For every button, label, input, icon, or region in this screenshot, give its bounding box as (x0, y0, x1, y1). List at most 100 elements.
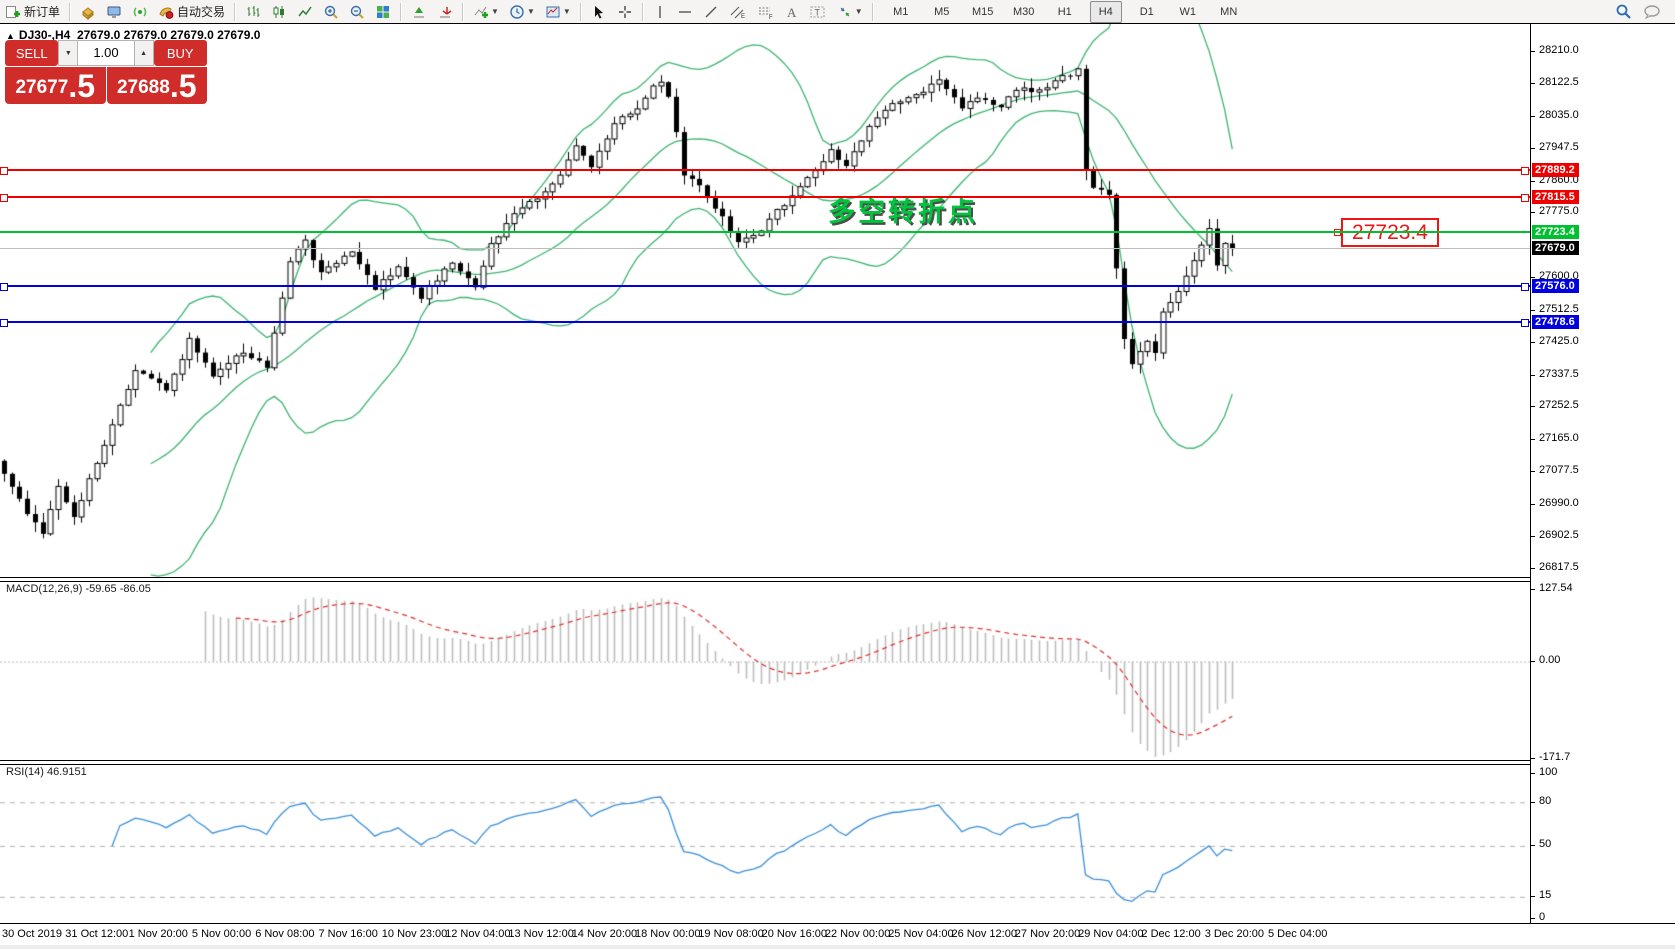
support-line[interactable] (0, 321, 1530, 323)
resistance-line-handle[interactable] (1521, 194, 1529, 202)
date-label: 31 Oct 12:00 (65, 928, 129, 940)
fibo-letter: F (769, 15, 773, 20)
auto-scroll-button[interactable] (407, 1, 431, 23)
axis-tick-mark (1531, 918, 1535, 919)
timeframe-h1-button[interactable]: H1 (1057, 5, 1072, 18)
date-label: 1 Nov 20:00 (128, 928, 188, 940)
market-watch-button[interactable] (76, 1, 100, 23)
separator (641, 2, 644, 21)
macd-pane: MACD(12,26,9) -59.65 -86.05 (0, 580, 1530, 760)
axis-tick-mark (1531, 148, 1535, 149)
timeframe-w1-button[interactable]: W1 (1179, 5, 1196, 18)
templates-button[interactable]: ▼ (541, 1, 575, 23)
horizontal-line-button[interactable] (673, 1, 697, 23)
arrows-button[interactable]: ▼ (833, 1, 867, 23)
sell-price[interactable]: 27677.5 (5, 67, 106, 104)
price-axis[interactable]: 28210.0 28122.5 28035.0 27947.5 27860.0 27775… (1530, 24, 1675, 923)
price-tick-label: 27512.5 (1539, 303, 1579, 315)
line-chart-button[interactable] (293, 1, 317, 23)
clock-icon (510, 4, 524, 19)
timeframe-m5-button[interactable]: M5 (934, 5, 950, 18)
dropdown-caret-icon: ▼ (562, 7, 571, 16)
volume-input[interactable]: 1.00 (78, 40, 134, 66)
timeframe-d1-button[interactable]: D1 (1139, 5, 1154, 18)
timeframe-m30-button[interactable]: M30 (1013, 5, 1035, 18)
support-line-handle[interactable] (0, 283, 8, 291)
resistance-line-handle[interactable] (0, 194, 8, 202)
trendline-button[interactable] (699, 1, 723, 23)
rsi-tick-label: 100 (1539, 766, 1558, 778)
fibonacci-button[interactable]: F (753, 1, 779, 23)
support-line[interactable] (0, 285, 1530, 287)
text-label-button[interactable]: T (805, 1, 831, 23)
timeframe-h4-button[interactable]: H4 (1089, 0, 1122, 23)
volume-increase-button[interactable]: ▲ (133, 40, 154, 66)
chart-ohlc: 27679.0 27679.0 27679.0 27679.0 (76, 28, 261, 42)
axis-tick-mark (1531, 181, 1535, 182)
zoom-in-icon (324, 5, 338, 19)
text-button[interactable]: A (781, 1, 803, 23)
timeframe-m1-button[interactable]: M1 (893, 5, 909, 18)
support-line-handle[interactable] (1521, 319, 1529, 327)
terminal-button[interactable] (102, 1, 126, 23)
date-label: 7 Nov 16:00 (318, 928, 378, 940)
time-axis[interactable]: 30 Oct 2019 31 Oct 12:00 1 Nov 20:00 5 Nov … (0, 923, 1675, 945)
chat-button[interactable] (1638, 1, 1666, 23)
auto-trading-label: 自动交易 (177, 5, 226, 19)
sell-price-frac: .5 (68, 68, 96, 104)
signals-button[interactable] (128, 1, 152, 23)
axis-tick-mark (1531, 568, 1535, 569)
new-order-button[interactable]: 新订单 (1, 1, 64, 23)
support-line-handle[interactable] (1521, 283, 1529, 291)
expand-triangle-icon[interactable]: ▲ (6, 31, 15, 41)
dropdown-caret-icon: ▼ (526, 7, 535, 16)
date-label: 3 Dec 20:00 (1204, 928, 1265, 940)
crosshair-button[interactable] (613, 1, 637, 23)
price-tick-label: 27425.0 (1539, 335, 1579, 347)
price-tick-label: 26817.5 (1539, 561, 1579, 573)
periods-button[interactable]: ▼ (505, 1, 539, 23)
axis-tick-mark (1531, 342, 1535, 343)
terminal-icon (107, 6, 121, 18)
resistance-line[interactable] (0, 169, 1530, 171)
current-price-line[interactable] (0, 248, 1530, 249)
price-tick-label: 27077.5 (1539, 464, 1579, 476)
sell-button[interactable]: SELL (5, 40, 59, 66)
separator (234, 2, 237, 21)
macd-canvas[interactable] (0, 580, 1530, 760)
pivot-line[interactable] (0, 231, 1530, 233)
buy-price-main: 27688 (116, 77, 170, 98)
main-chart-canvas[interactable] (0, 24, 1530, 577)
resistance-line-handle[interactable] (0, 167, 8, 175)
chart-symbol: DJ30-,H4 (18, 28, 71, 42)
rsi-canvas[interactable] (0, 763, 1530, 923)
indicators-button[interactable]: ▼ (469, 1, 503, 23)
timeframe-m15-button[interactable]: M15 (972, 5, 994, 18)
text-label-icon: T (810, 6, 825, 17)
timeframe-mn-button[interactable]: MN (1220, 5, 1238, 18)
bar-chart-button[interactable] (241, 1, 265, 23)
chart-shift-button[interactable] (433, 1, 457, 23)
resistance-line[interactable] (0, 196, 1530, 198)
buy-price[interactable]: 27688.5 (106, 67, 207, 104)
gold-cube-icon (82, 6, 94, 20)
search-button[interactable] (1611, 1, 1636, 23)
tile-windows-button[interactable] (371, 1, 395, 23)
buy-button[interactable]: BUY (153, 40, 207, 66)
equidistant-channel-button[interactable]: E (725, 1, 751, 23)
resistance-line-handle[interactable] (1521, 167, 1529, 175)
axis-tick-mark (1531, 758, 1535, 759)
volume-decrease-button[interactable]: ▼ (58, 40, 79, 66)
vertical-line-icon (659, 5, 661, 18)
support-line-handle[interactable] (0, 319, 8, 327)
date-label: 2 Dec 12:00 (1141, 928, 1201, 940)
macd-tick-label: 127.54 (1539, 582, 1573, 594)
zoom-out-button[interactable] (345, 1, 369, 23)
zoom-in-button[interactable] (319, 1, 343, 23)
candlestick-button[interactable] (267, 1, 291, 23)
auto-trading-button[interactable]: 自动交易 (154, 1, 229, 23)
indicators-icon (474, 6, 489, 18)
cursor-button[interactable] (587, 1, 611, 23)
turning-point-annotation[interactable]: 多空转折点 (828, 197, 978, 227)
vertical-line-button[interactable] (649, 1, 671, 23)
